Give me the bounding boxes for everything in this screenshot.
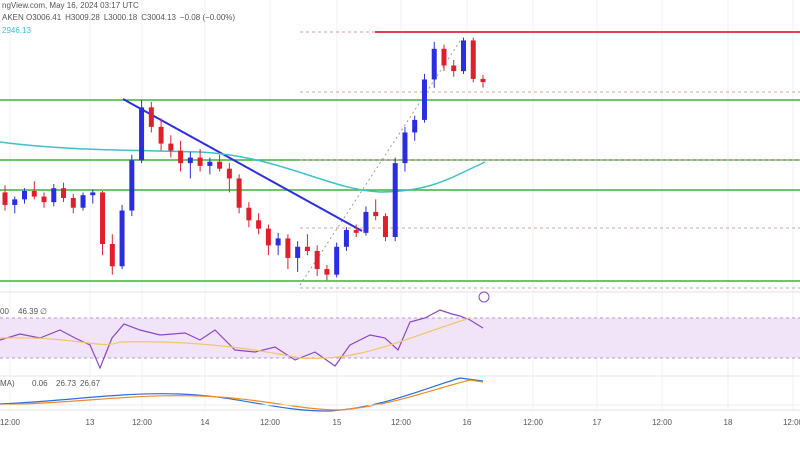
rsi-ma	[0, 317, 471, 360]
candle-body	[343, 230, 349, 247]
candle-body	[217, 161, 223, 169]
candle-body	[363, 211, 369, 233]
candle-body	[392, 163, 398, 238]
candle-body	[61, 188, 67, 198]
candle-body	[470, 40, 476, 79]
candle-body	[451, 65, 457, 72]
x-tick-label: 17	[593, 418, 602, 427]
candle-body	[197, 157, 203, 166]
moving-average	[0, 141, 486, 193]
candle-body	[441, 48, 447, 66]
candle-body	[480, 78, 486, 83]
candle-body	[334, 246, 340, 275]
macd-value: 0.06	[32, 379, 48, 388]
candle-body	[2, 192, 8, 205]
rsi-line	[0, 309, 484, 370]
candle-body	[295, 246, 301, 258]
candle-body	[256, 220, 262, 229]
rsi-value: ∅	[40, 307, 47, 316]
candle-body	[109, 243, 115, 267]
x-tick-label: 18	[724, 418, 733, 427]
candle-body	[41, 196, 47, 203]
candle-body	[373, 211, 379, 217]
alert-icon[interactable]	[478, 291, 490, 303]
ohlc-value: L3000.18	[104, 13, 138, 22]
x-tick-label: 12:00	[523, 418, 544, 427]
ohlc-value: O3006.41	[26, 13, 62, 22]
candle-body	[90, 192, 96, 196]
candle-body	[139, 107, 145, 161]
fib-trend	[299, 37, 463, 286]
candles	[2, 37, 486, 281]
ohlc-header: AKEN O3006.41 H3009.28 L3000.18 C3004.13 −0.0…	[2, 13, 235, 22]
candle-body	[285, 238, 291, 258]
candle-body	[129, 160, 135, 211]
x-tick-label: 12:00	[132, 418, 153, 427]
candle-body	[275, 238, 281, 246]
candle-body	[22, 191, 28, 200]
candle-body	[236, 178, 242, 208]
rsi-value: 46.39	[18, 307, 39, 316]
x-axis: 12:00 13 12:00 14 12:00 15 12:00 16 12:00 17 12:00…	[0, 418, 800, 427]
candle-body	[304, 246, 310, 251]
candle-body	[178, 150, 184, 164]
candle-body	[158, 126, 164, 144]
macd-value: 26.73	[56, 379, 77, 388]
ohlc-value: C3004.13	[141, 13, 176, 22]
candle-body	[100, 192, 106, 244]
layout	[0, 0, 800, 412]
candle-body	[51, 188, 57, 203]
candle-body	[70, 197, 76, 208]
candle-body	[148, 107, 154, 127]
rsi-band	[0, 318, 800, 358]
x-tick-label: 12:00	[391, 418, 412, 427]
candle-body	[31, 191, 37, 197]
ohlc-value: −0.08 (−0.00%)	[180, 13, 235, 22]
signal-line	[0, 379, 484, 411]
x-tick-label: 12:00	[260, 418, 281, 427]
macd-value: 26.67	[80, 379, 101, 388]
macd-line	[0, 377, 484, 412]
candle-body	[226, 168, 232, 179]
source-label: ngView.com, May 16, 2024 03:17 UTC	[2, 1, 139, 10]
trend-line	[122, 98, 363, 232]
x-tick-label: 13	[86, 418, 95, 427]
candle-body	[431, 48, 437, 80]
candle-body	[353, 230, 359, 233]
candle-body	[12, 199, 18, 205]
candle-body	[168, 143, 174, 151]
macd-legend: MA) 0.06 26.73 26.67	[0, 379, 101, 388]
candle-body	[382, 216, 388, 238]
x-tick-label: 12:00	[652, 418, 673, 427]
candle-body	[421, 79, 427, 120]
candle-body	[412, 119, 418, 133]
x-tick-label: 14	[201, 418, 210, 427]
ohlc-value: H3009.28	[65, 13, 100, 22]
candle-body	[324, 269, 330, 275]
candle-body	[246, 207, 252, 221]
x-tick-label: 12:00	[783, 418, 800, 427]
x-tick-label: 15	[333, 418, 342, 427]
x-tick-label: 12:00	[0, 418, 21, 427]
ma-label: 2946.13	[2, 26, 31, 35]
candle-body	[187, 157, 193, 164]
candle-body	[265, 228, 271, 246]
candle-body	[460, 40, 466, 72]
rsi-legend: 00 46.39 ∅	[0, 307, 47, 316]
x-tick-label: 16	[463, 418, 472, 427]
candle-body	[402, 132, 408, 164]
macd-value: MA)	[0, 379, 15, 388]
symbol-label: AKEN	[2, 13, 24, 22]
candle-body	[119, 210, 125, 267]
candle-body	[314, 250, 320, 270]
candle-body	[207, 161, 213, 166]
rsi-value: 00	[0, 307, 9, 316]
candle-body	[80, 195, 86, 208]
